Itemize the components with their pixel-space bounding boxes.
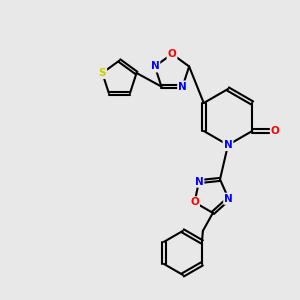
Text: N: N	[224, 140, 232, 150]
Text: O: O	[271, 126, 280, 136]
Text: N: N	[224, 194, 233, 204]
Text: O: O	[190, 197, 199, 207]
Text: N: N	[195, 177, 203, 187]
Text: N: N	[178, 82, 187, 92]
Text: N: N	[151, 61, 159, 71]
Text: S: S	[99, 68, 106, 78]
Text: O: O	[168, 49, 176, 59]
